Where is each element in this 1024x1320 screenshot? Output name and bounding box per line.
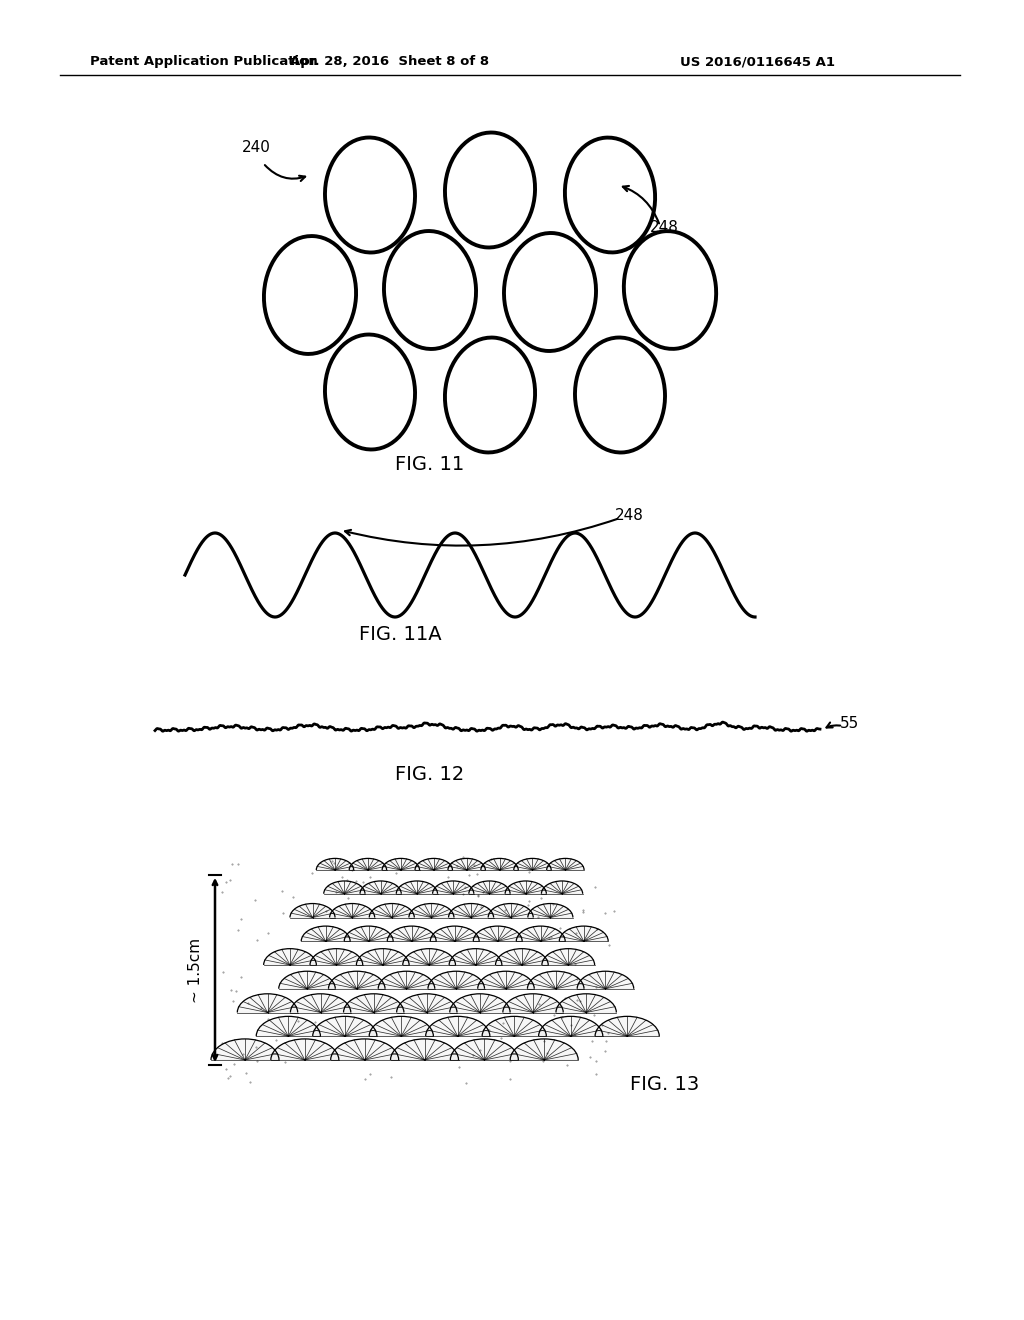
- Polygon shape: [510, 1039, 579, 1060]
- Text: 248: 248: [615, 507, 644, 523]
- Polygon shape: [316, 858, 353, 870]
- Polygon shape: [426, 1016, 489, 1036]
- Polygon shape: [473, 927, 522, 941]
- Text: ~ 1.5cm: ~ 1.5cm: [187, 937, 203, 1003]
- Polygon shape: [270, 1039, 339, 1060]
- Polygon shape: [415, 858, 453, 870]
- Text: 248: 248: [650, 220, 679, 235]
- Polygon shape: [370, 1016, 433, 1036]
- Polygon shape: [409, 904, 454, 917]
- Text: Patent Application Publication: Patent Application Publication: [90, 55, 317, 69]
- Polygon shape: [378, 972, 435, 989]
- Polygon shape: [449, 904, 494, 917]
- Polygon shape: [238, 994, 298, 1012]
- Polygon shape: [514, 858, 551, 870]
- Text: FIG. 11A: FIG. 11A: [358, 626, 441, 644]
- Polygon shape: [430, 927, 479, 941]
- Polygon shape: [396, 994, 457, 1012]
- Polygon shape: [482, 1016, 547, 1036]
- Polygon shape: [450, 949, 502, 965]
- Polygon shape: [559, 927, 608, 941]
- Polygon shape: [505, 880, 547, 894]
- Polygon shape: [481, 858, 518, 870]
- Polygon shape: [547, 858, 584, 870]
- Polygon shape: [428, 972, 484, 989]
- Polygon shape: [595, 1016, 659, 1036]
- Polygon shape: [310, 949, 362, 965]
- Polygon shape: [447, 858, 485, 870]
- Polygon shape: [329, 972, 385, 989]
- Polygon shape: [312, 1016, 377, 1036]
- Text: 55: 55: [840, 717, 859, 731]
- Polygon shape: [496, 949, 548, 965]
- Polygon shape: [396, 880, 437, 894]
- Polygon shape: [556, 994, 616, 1012]
- Polygon shape: [516, 927, 565, 941]
- Polygon shape: [360, 880, 401, 894]
- Text: FIG. 11: FIG. 11: [395, 455, 465, 474]
- Text: US 2016/0116645 A1: US 2016/0116645 A1: [680, 55, 835, 69]
- Polygon shape: [324, 880, 365, 894]
- Polygon shape: [256, 1016, 321, 1036]
- Polygon shape: [301, 927, 350, 941]
- Polygon shape: [344, 927, 393, 941]
- Polygon shape: [263, 949, 316, 965]
- Polygon shape: [390, 1039, 459, 1060]
- Polygon shape: [370, 904, 415, 917]
- Polygon shape: [356, 949, 410, 965]
- Polygon shape: [539, 1016, 603, 1036]
- Polygon shape: [488, 904, 534, 917]
- Text: FIG. 13: FIG. 13: [630, 1076, 699, 1094]
- Polygon shape: [402, 949, 456, 965]
- Polygon shape: [290, 904, 335, 917]
- Polygon shape: [542, 949, 595, 965]
- Polygon shape: [343, 994, 403, 1012]
- Polygon shape: [578, 972, 634, 989]
- Polygon shape: [331, 1039, 398, 1060]
- Polygon shape: [503, 994, 563, 1012]
- Polygon shape: [387, 927, 436, 941]
- Polygon shape: [527, 972, 584, 989]
- Polygon shape: [279, 972, 335, 989]
- Polygon shape: [382, 858, 420, 870]
- Polygon shape: [451, 1039, 518, 1060]
- Text: FIG. 12: FIG. 12: [395, 766, 465, 784]
- Polygon shape: [469, 880, 510, 894]
- Polygon shape: [450, 994, 510, 1012]
- Polygon shape: [291, 994, 351, 1012]
- Polygon shape: [432, 880, 474, 894]
- Text: Apr. 28, 2016  Sheet 8 of 8: Apr. 28, 2016 Sheet 8 of 8: [291, 55, 489, 69]
- Polygon shape: [527, 904, 572, 917]
- Text: 240: 240: [242, 140, 271, 156]
- Polygon shape: [478, 972, 535, 989]
- Polygon shape: [211, 1039, 279, 1060]
- Polygon shape: [542, 880, 583, 894]
- Polygon shape: [349, 858, 387, 870]
- Polygon shape: [330, 904, 375, 917]
